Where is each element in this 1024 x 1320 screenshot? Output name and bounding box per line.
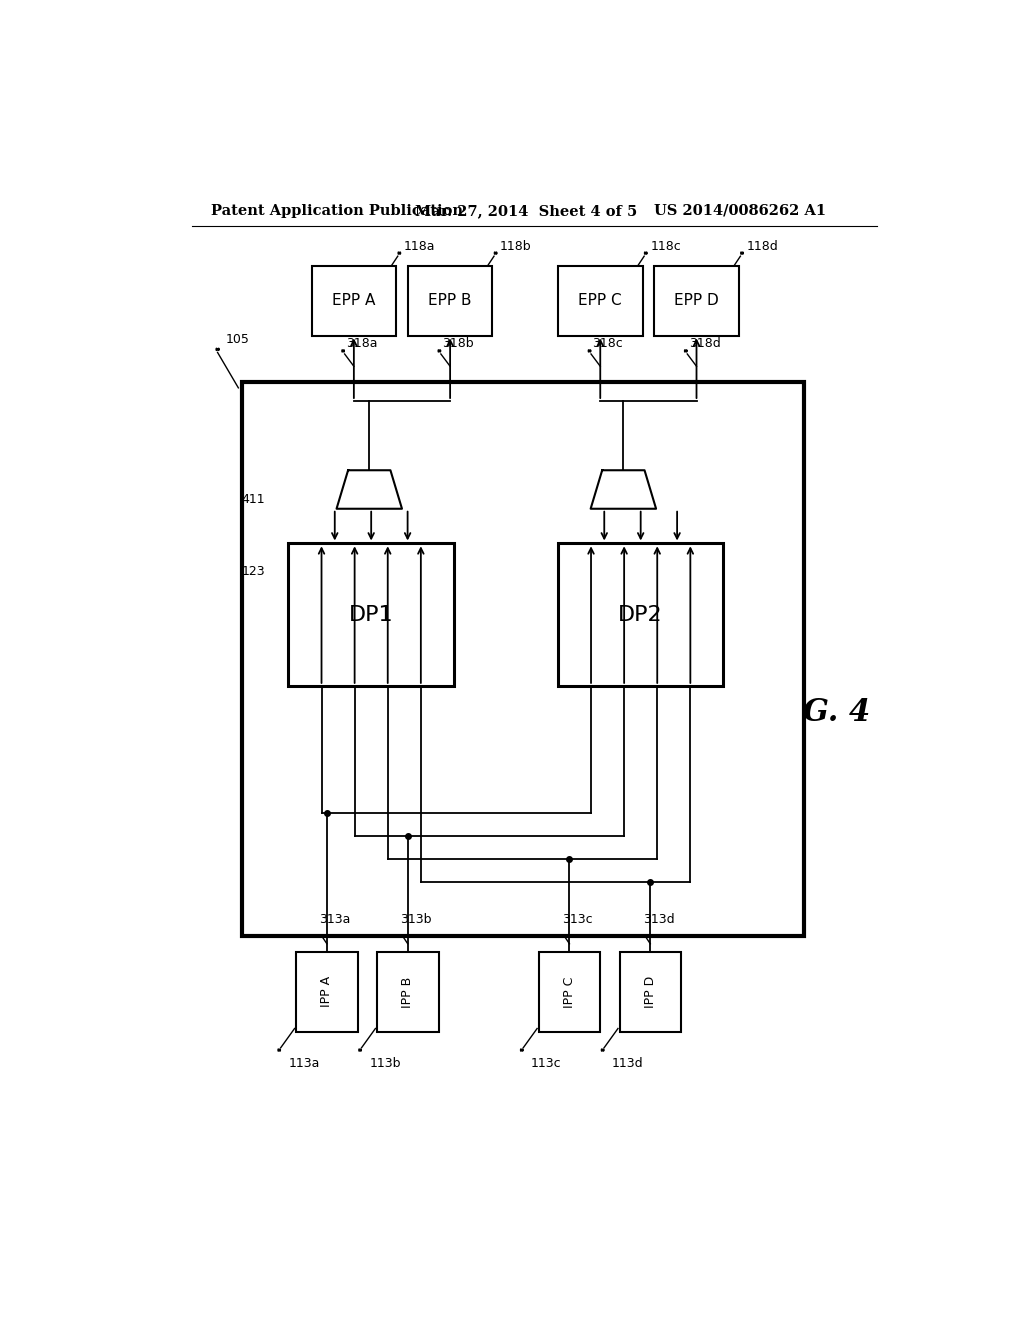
- Text: US 2014/0086262 A1: US 2014/0086262 A1: [654, 203, 826, 218]
- Bar: [654, 267, 739, 335]
- Text: 318c: 318c: [593, 337, 624, 350]
- Text: 118a: 118a: [403, 240, 435, 253]
- Text: 318b: 318b: [442, 337, 474, 350]
- Bar: [243, 381, 804, 936]
- Text: FIG. 4: FIG. 4: [768, 697, 871, 729]
- Bar: [558, 544, 724, 686]
- Text: 318d: 318d: [689, 337, 721, 350]
- Bar: [558, 267, 643, 335]
- Text: 318a: 318a: [346, 337, 378, 350]
- Text: IPP D: IPP D: [644, 975, 656, 1008]
- Text: IPP C: IPP C: [563, 977, 575, 1007]
- Text: Mar. 27, 2014  Sheet 4 of 5: Mar. 27, 2014 Sheet 4 of 5: [416, 203, 638, 218]
- Text: IPP A: IPP A: [321, 977, 334, 1007]
- Bar: [296, 952, 357, 1032]
- Text: 118c: 118c: [650, 240, 681, 253]
- Text: Patent Application Publication: Patent Application Publication: [211, 203, 464, 218]
- Bar: [620, 952, 681, 1032]
- Bar: [311, 267, 396, 335]
- Text: 411: 411: [242, 494, 265, 507]
- Bar: [289, 544, 454, 686]
- Bar: [539, 952, 600, 1032]
- Text: 313a: 313a: [319, 912, 350, 925]
- Bar: [281, 474, 758, 616]
- Text: 113b: 113b: [370, 1057, 400, 1071]
- Bar: [377, 952, 438, 1032]
- Text: 123: 123: [242, 565, 265, 578]
- Text: 118b: 118b: [500, 240, 531, 253]
- Bar: [408, 267, 493, 335]
- Text: EPP D: EPP D: [674, 293, 719, 309]
- Text: 105: 105: [225, 333, 249, 346]
- Text: 313b: 313b: [400, 912, 431, 925]
- Text: 118d: 118d: [746, 240, 778, 253]
- Text: DP1: DP1: [349, 605, 393, 624]
- Text: 313d: 313d: [643, 912, 674, 925]
- Text: 113d: 113d: [611, 1057, 643, 1071]
- Text: 113c: 113c: [531, 1057, 561, 1071]
- Text: EPP B: EPP B: [428, 293, 472, 309]
- Text: 113a: 113a: [289, 1057, 319, 1071]
- Text: 313c: 313c: [562, 912, 593, 925]
- Text: EPP C: EPP C: [579, 293, 622, 309]
- Text: DP2: DP2: [618, 605, 663, 624]
- Text: IPP B: IPP B: [401, 977, 415, 1007]
- Text: EPP A: EPP A: [332, 293, 376, 309]
- Bar: [281, 536, 758, 793]
